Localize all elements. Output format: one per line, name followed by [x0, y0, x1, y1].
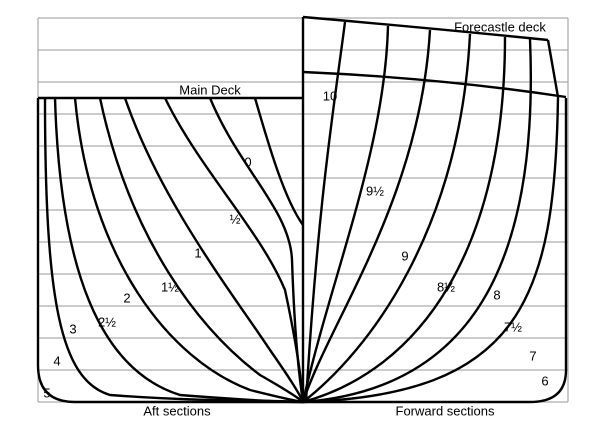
station-label: 5: [43, 385, 50, 400]
station-label: 7½: [504, 319, 522, 334]
station-label: 8½: [437, 279, 455, 294]
station-label: 7: [529, 348, 536, 363]
station-label: 1: [194, 245, 201, 260]
station-label: 9: [401, 248, 408, 263]
station-label: 8: [493, 287, 500, 302]
station-label: 4: [53, 353, 60, 368]
station-label: ½: [230, 211, 241, 226]
station-label: 9½: [366, 183, 384, 198]
station-label: 0: [244, 154, 251, 169]
station-label: 6: [541, 373, 548, 388]
station-label: 10: [323, 88, 337, 103]
forecastle-label: Forecastle deck: [454, 19, 546, 34]
aft-label: Aft sections: [143, 403, 211, 418]
main-deck-label: Main Deck: [179, 82, 241, 97]
station-label: 2½: [98, 314, 116, 329]
forward-label: Forward sections: [396, 403, 495, 418]
station-label: 3: [69, 321, 76, 336]
hull-lines: [36, 15, 568, 404]
station-label: 1½: [161, 279, 179, 294]
station-label: 2: [123, 290, 130, 305]
